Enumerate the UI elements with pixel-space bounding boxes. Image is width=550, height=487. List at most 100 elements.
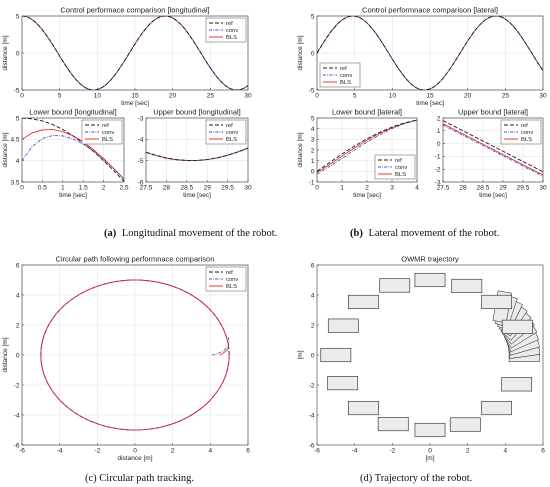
- y-tick-label: -2: [14, 382, 20, 389]
- robot-pose: [327, 376, 359, 391]
- y-tick-label: 0: [311, 352, 315, 359]
- x-tick-label: 27.5: [437, 185, 450, 192]
- x-tick-label: 2: [466, 448, 470, 455]
- series-line-bls: [443, 123, 543, 176]
- caption-a: (a) Longitudinal movement of the robot.: [104, 228, 277, 239]
- x-tick-label: 30: [244, 185, 252, 192]
- legend-entry: BLS: [226, 137, 237, 143]
- robot-pose: [379, 278, 411, 293]
- y-tick-label: 0: [311, 169, 315, 176]
- y-tick-label: 0: [437, 141, 441, 148]
- legend-entry: ref: [340, 66, 347, 72]
- x-axis-label: time [sec]: [59, 192, 87, 199]
- x-axis-label: time [sec]: [416, 100, 444, 107]
- caption-d-text: (d) Trajectory of the robot.: [360, 473, 472, 484]
- y-tick-label: 4: [311, 292, 315, 299]
- robot-pose: [348, 400, 379, 416]
- x-tick-label: -6: [314, 448, 320, 455]
- x-tick-label: 2.5: [119, 185, 128, 192]
- x-tick-label: 20: [464, 93, 472, 100]
- y-tick-label: 0: [16, 50, 20, 57]
- legend-box: [319, 62, 361, 88]
- chart-title: Lower bound [lateral]: [332, 108, 402, 117]
- y-tick-label: -1: [435, 154, 441, 161]
- legend-entry: BLS: [226, 284, 237, 290]
- y-tick-label: 2: [311, 322, 315, 329]
- x-tick-label: 27.5: [140, 185, 153, 192]
- legend-entry: ref: [395, 158, 402, 164]
- y-tick-label: 6: [16, 262, 20, 269]
- y-axis-label: distance [m]: [297, 132, 304, 167]
- y-axis-label: distance [m]: [2, 337, 9, 372]
- x-tick-label: 0: [20, 185, 24, 192]
- y-tick-label: 2: [16, 322, 20, 329]
- y-tick-label: 0: [16, 352, 20, 359]
- x-tick-label: 1: [61, 185, 65, 192]
- chart-b-up: 27.5 28 28.5 29 29.5 30 -3 -2 -1 0 1 2 Upper bound […: [435, 108, 547, 200]
- series-line-ref: [443, 120, 543, 173]
- legend-box: [205, 119, 247, 145]
- x-tick-label: 1.5: [79, 185, 88, 192]
- x-tick-label: 0.5: [38, 185, 47, 192]
- legend-entry: conv: [395, 165, 407, 171]
- robot-pose: [451, 278, 483, 294]
- x-tick-label: 30: [539, 185, 547, 192]
- caption-d: (d) Trajectory of the robot.: [360, 473, 472, 484]
- y-tick-label: -2: [435, 167, 441, 174]
- x-axis-label: time [sec]: [479, 192, 507, 199]
- series-line-ref: [317, 119, 417, 172]
- y-tick-label: 3.5: [10, 179, 19, 186]
- series-line-ref: [22, 118, 124, 182]
- y-tick-label: -5: [138, 158, 144, 165]
- y-tick-label: -4: [14, 412, 20, 419]
- axes-box: [145, 117, 249, 183]
- x-tick-label: 25: [502, 93, 510, 100]
- x-tick-label: 29: [204, 185, 212, 192]
- caption-b-text: Lateral movement of the robot.: [368, 228, 499, 239]
- caption-a-label: (a): [104, 228, 117, 239]
- x-tick-label: 0: [20, 93, 24, 100]
- legend-entry: conv: [521, 130, 533, 136]
- x-tick-label: 4: [209, 448, 213, 455]
- x-tick-label: 20: [169, 93, 177, 100]
- robot-pose: [481, 294, 512, 310]
- x-tick-label: 0: [315, 185, 319, 192]
- y-tick-label: -5: [14, 87, 20, 94]
- caption-c-text: (c) Circular path tracking.: [85, 473, 194, 484]
- y-tick-label: 1: [437, 128, 441, 135]
- y-tick-label: 5: [16, 13, 20, 20]
- x-tick-label: 28: [163, 185, 171, 192]
- x-tick-label: 25: [207, 93, 215, 100]
- legend-entry: ref: [226, 123, 233, 129]
- x-tick-label: 28: [459, 185, 467, 192]
- x-tick-label: 2: [102, 185, 106, 192]
- y-tick-label: 2: [437, 115, 441, 122]
- y-tick-label: 5: [311, 115, 315, 122]
- x-tick-label: 6: [541, 448, 545, 455]
- x-tick-label: 15: [426, 93, 434, 100]
- x-tick-label: 2: [365, 185, 369, 192]
- y-tick-label: 1: [311, 158, 315, 165]
- robot-pose: [377, 416, 409, 432]
- legend-entry: BLS: [521, 137, 532, 143]
- x-tick-label: 10: [389, 93, 397, 100]
- x-tick-label: 10: [94, 93, 102, 100]
- x-tick-label: 0: [315, 93, 319, 100]
- chart-title: Upper bound [lateral]: [458, 108, 528, 117]
- legend-box: [374, 154, 416, 180]
- legend-box: [205, 266, 247, 292]
- legend-entry: BLS: [102, 137, 113, 143]
- y-tick-label: 5: [16, 115, 20, 122]
- x-tick-label: 15: [131, 93, 139, 100]
- robot-pose: [501, 377, 533, 392]
- legend-box: [81, 119, 123, 145]
- y-tick-label: -6: [138, 179, 144, 186]
- legend-entry: ref: [102, 123, 109, 129]
